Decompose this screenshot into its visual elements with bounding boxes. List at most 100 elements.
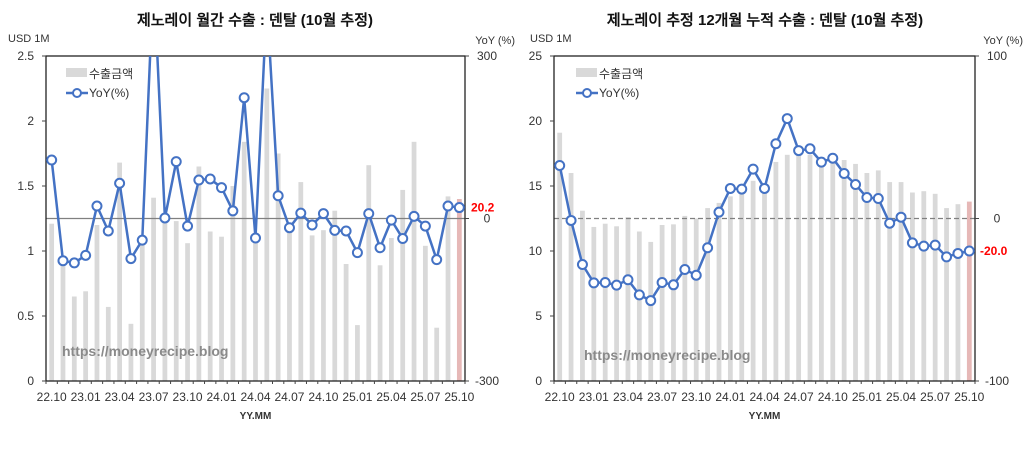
yoy-point-25.09 [952, 247, 964, 259]
bar-22.12 [580, 210, 585, 381]
yoy-point-23.04 [114, 177, 126, 189]
bar-24.07 [287, 230, 292, 381]
yoy-point-25.07 [419, 220, 431, 232]
bar-23.07 [659, 225, 665, 381]
x-tick-label: 23.07 [139, 390, 169, 404]
yoy-point-23.01 [588, 277, 600, 289]
yoy-point-23.08 [159, 212, 171, 224]
watermark: https://moneyrecipe.blog [62, 343, 228, 359]
yoy-point-24.10 [827, 152, 839, 164]
bar-23.08 [162, 219, 168, 381]
bar-23.05 [636, 231, 642, 381]
bar-23.02 [602, 223, 608, 381]
yoy-point-23.03 [102, 225, 114, 237]
yoy-point-25.08 [431, 254, 443, 266]
bar-23.10 [185, 243, 190, 381]
yoy-point-25.02 [363, 208, 375, 220]
latest-yoy-label: 20.2 [471, 201, 495, 215]
legend-line-label: YoY(%) [89, 86, 129, 100]
bar-23.11 [196, 166, 202, 381]
yoy-point-25.09 [442, 200, 454, 212]
yoy-point-23.06 [645, 295, 657, 307]
legend-bar-swatch [66, 68, 87, 77]
yoy-point-24.09 [306, 219, 318, 231]
bar-22.10 [49, 223, 55, 381]
left-tick-label: 25 [529, 49, 543, 63]
x-tick-label: 25.04 [376, 390, 406, 404]
bar-24.03 [750, 180, 756, 381]
bar-24.09 [309, 235, 315, 381]
yoy-point-24.05 [770, 138, 782, 150]
yoy-point-22.10 [554, 160, 566, 172]
bar-25.09 [955, 204, 961, 381]
x-tick-label: 25.01 [852, 390, 882, 404]
legend-bar-label: 수출금액 [599, 67, 643, 81]
bar-25.07 [932, 193, 938, 381]
yoy-point-24.03 [238, 92, 250, 104]
x-tick-label: 22.10 [37, 390, 67, 404]
legend-line-label: YoY(%) [599, 86, 639, 100]
yoy-point-23.11 [193, 174, 205, 186]
chart-title: 제노레이 추정 12개월 누적 수출 : 덴탈 (10월 추정) [607, 11, 923, 29]
bar-22.11 [60, 261, 66, 381]
yoy-point-24.06 [272, 190, 284, 202]
bar-24.11 [841, 160, 847, 381]
yoy-point-24.11 [838, 167, 850, 179]
yoy-point-23.10 [182, 220, 194, 232]
bar-24.08 [807, 154, 813, 381]
yoy-point-23.03 [611, 279, 623, 291]
x-tick-label: 23.10 [173, 390, 203, 404]
left-tick-label: 2 [27, 114, 34, 128]
bar-24.06 [784, 154, 790, 381]
x-tick-label: 24.04 [749, 390, 779, 404]
yoy-point-23.02 [91, 200, 103, 212]
legend-bar-swatch [576, 68, 597, 77]
yoy-line-group [46, 56, 465, 269]
yoy-point-24.11 [329, 224, 341, 236]
bar-24.03 [241, 141, 247, 381]
yoy-point-24.07 [793, 145, 805, 157]
left-tick-label: 1 [27, 244, 34, 258]
x-tick-label: 22.10 [545, 390, 575, 404]
bar-23.10 [693, 218, 699, 381]
bar-23.11 [705, 208, 710, 381]
bar-23.03 [105, 306, 111, 381]
x-tick-label: 25.04 [886, 390, 916, 404]
x-tick-label: 23.01 [71, 390, 101, 404]
bar-23.07 [151, 197, 156, 381]
yoy-point-24.03 [747, 163, 759, 175]
monthly-export-chart: 제노레이 월간 수출 : 덴탈 (10월 추정) USD 1M YoY (%) 0 0.… [8, 11, 515, 422]
right-tick-label: 300 [477, 49, 497, 63]
x-tick-label: 24.07 [274, 390, 304, 404]
bar-23.04 [625, 217, 631, 381]
yoy-point-24.04 [759, 182, 770, 194]
yoy-point-24.08 [804, 143, 816, 155]
bar-25.02 [875, 170, 881, 381]
bar-24.08 [298, 182, 304, 381]
yoy-point-23.08 [667, 279, 679, 291]
x-tick-label: 24.01 [207, 390, 237, 404]
yoy-point-22.11 [57, 255, 69, 267]
bar-24.01 [219, 236, 224, 381]
yoy-point-25.03 [374, 242, 386, 254]
yoy-point-24.04 [250, 232, 261, 244]
x-tick-label: 24.04 [240, 390, 270, 404]
legend-marker-swatch [582, 88, 592, 98]
bar-25.01 [355, 325, 360, 381]
yoy-point-25.03 [884, 217, 896, 229]
bar-25.08 [944, 208, 949, 381]
bar-23.06 [139, 238, 145, 381]
bar-23.01 [83, 291, 89, 381]
yoy-point-25.04 [385, 214, 397, 226]
bar-25.08 [434, 327, 440, 381]
bar-22.10 [557, 132, 563, 381]
x-tick-label: 23.10 [681, 390, 711, 404]
yoy-point-23.11 [702, 242, 714, 254]
right-tick-label: 100 [987, 49, 1007, 63]
left-tick-label: 5 [535, 309, 542, 323]
bar-23.05 [128, 323, 134, 381]
bar-25.10 [966, 201, 972, 381]
left-tick-label: 0.5 [17, 309, 34, 323]
yoy-point-24.06 [781, 113, 793, 125]
